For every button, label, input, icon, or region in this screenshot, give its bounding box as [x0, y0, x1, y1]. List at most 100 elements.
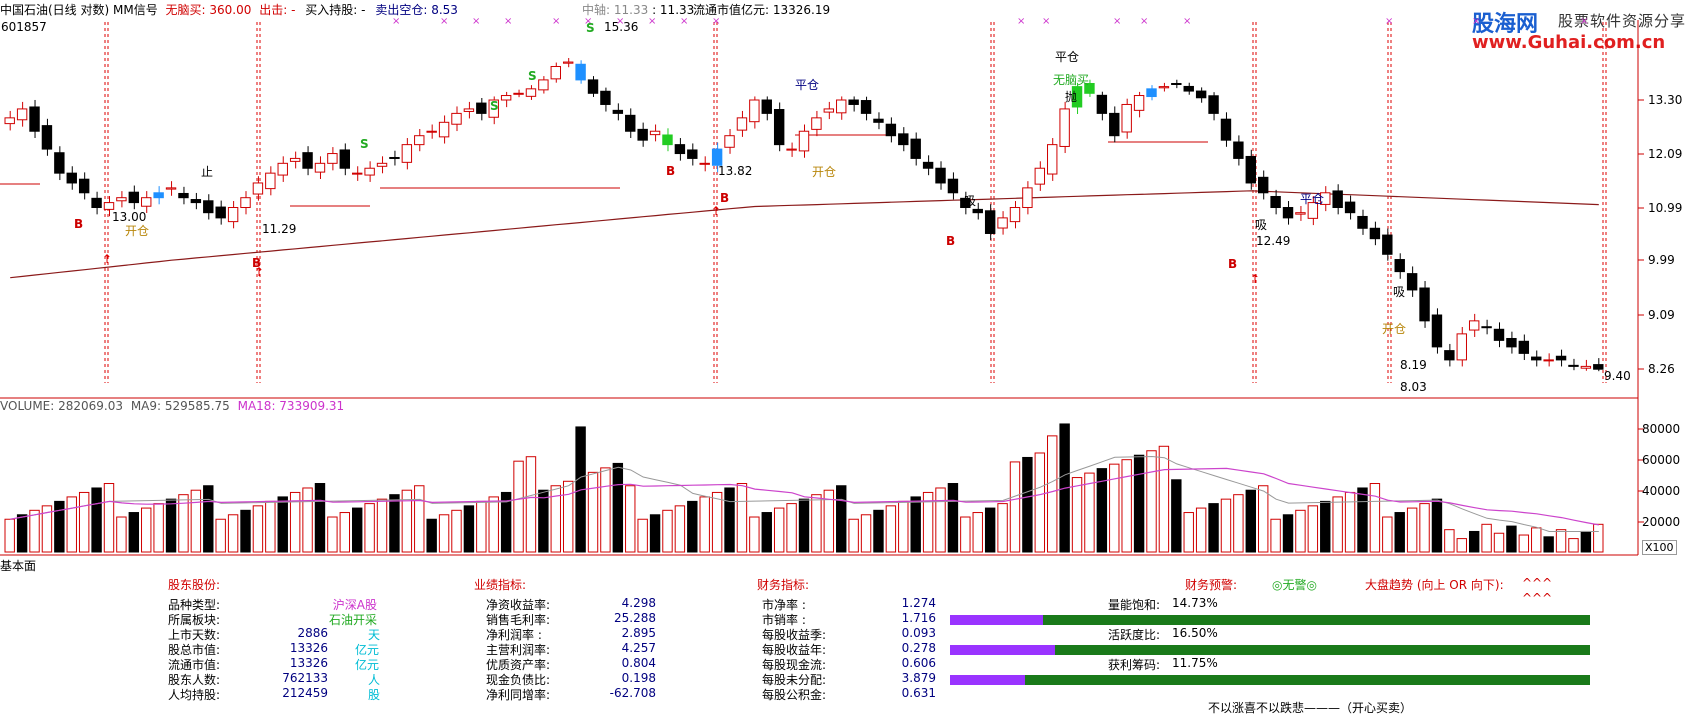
volume-bar	[190, 489, 202, 553]
chart-header: 中国石油(日线 对数) MM信号 无脑买: 360.00 出击: - 买入持股:…	[0, 1, 458, 18]
top-x-marker: ×	[1042, 16, 1050, 27]
candle-body	[1543, 359, 1554, 362]
volume-tick-3: 20000	[1642, 515, 1681, 529]
volume-bar	[1468, 530, 1480, 553]
volume-bar	[1369, 483, 1381, 553]
volume-bar	[749, 516, 760, 553]
candle-body	[240, 197, 251, 209]
volume-bar	[1233, 494, 1244, 553]
candle-body	[1059, 108, 1070, 147]
annotation-high: 15.36	[604, 20, 639, 34]
volume-bar	[1531, 527, 1542, 553]
volume-bar	[1580, 530, 1592, 553]
performance-value: 25.288	[614, 611, 656, 625]
warning-label: 财务预警:	[1185, 578, 1238, 592]
volume-bar	[78, 491, 90, 553]
performance-value: 4.257	[621, 641, 656, 655]
annotation-pingcang-1: 平仓	[795, 78, 820, 92]
market-cap-readout: 流通市值亿元: 13326.19	[693, 1, 830, 18]
candle-body	[1307, 202, 1319, 219]
performance-title: 业绩指标:	[474, 578, 527, 592]
candle-body	[600, 90, 611, 105]
candle-body	[873, 118, 884, 123]
candle-body	[1146, 88, 1157, 98]
chart-title: 中国石油(日线 对数) MM信号	[0, 3, 158, 17]
volume-bar	[550, 485, 561, 553]
volume-bar	[339, 512, 351, 553]
candle-body	[749, 99, 760, 123]
kline-chart[interactable]: × × × × × × × × × × × × × × × × × × B B B B B B S S S S ↑ ↑ ↑ ↑	[0, 0, 1690, 560]
volume-bar	[153, 503, 164, 553]
shareholder-unit: 天	[368, 628, 381, 642]
signal-value-2: -	[361, 3, 366, 17]
volume-bar	[265, 500, 276, 553]
candle-body	[587, 79, 599, 94]
volume-bar	[364, 503, 375, 553]
candle-body	[401, 144, 413, 163]
volume-bar	[1456, 538, 1467, 553]
shareholder-value: 沪深A股	[332, 598, 377, 612]
candle-body	[910, 138, 921, 159]
center-label: 中轴:	[582, 3, 611, 17]
meter-value: 16.50%	[1172, 626, 1218, 640]
candle-body	[1295, 212, 1306, 215]
site-logo[interactable]: 股海网 股票软件资源分享 www.Guhai.com.cn	[1470, 2, 1688, 54]
candle-body	[1531, 356, 1542, 361]
meter-label: 获利筹码:	[1108, 658, 1161, 672]
volume-bar	[1245, 489, 1256, 553]
candle-body	[165, 187, 177, 190]
volume-bar	[786, 503, 797, 553]
candle-body	[289, 157, 301, 162]
volume-bar	[389, 494, 400, 553]
volume-bar	[984, 507, 996, 553]
volume-tick-1: 60000	[1642, 453, 1681, 467]
candle-body	[711, 148, 723, 166]
volume-bar	[1543, 536, 1554, 553]
meter-bar	[950, 615, 1590, 625]
candle-body	[1555, 355, 1567, 361]
up-arrow-marker: ↑	[254, 265, 264, 279]
shareholder-unit: 亿元	[355, 658, 380, 672]
meter-label: 活跃度比:	[1108, 628, 1161, 642]
candle-body	[352, 172, 363, 175]
candle-body	[562, 61, 574, 64]
performance-value: 2.895	[621, 626, 656, 640]
volume-bar	[1481, 523, 1492, 553]
candle-body	[1047, 144, 1058, 175]
volume-bar	[29, 509, 40, 553]
volume-bar	[414, 485, 425, 553]
candle-body	[438, 121, 450, 138]
performance-label: 净资收益率:	[486, 598, 551, 612]
candle-body	[984, 210, 996, 234]
volume-bar	[1332, 496, 1343, 553]
financial-label: 市销率 :	[762, 613, 806, 627]
volume-header: VOLUME: 282069.03 MA9: 529585.75 MA18: 7…	[0, 399, 344, 413]
volume-bar	[600, 467, 611, 553]
trend-value-1: ^^^	[1522, 576, 1553, 590]
volume-bar	[451, 509, 462, 553]
candle-body	[1022, 187, 1033, 209]
candle-body	[550, 66, 561, 80]
candle-body	[500, 95, 512, 101]
volume-tick-0: 80000	[1642, 422, 1681, 436]
volume-bar	[798, 498, 810, 553]
candle-body	[1419, 287, 1430, 322]
volume-bar	[1568, 538, 1579, 553]
performance-label: 现金负债比:	[486, 673, 551, 687]
signal-label-3: 卖出空仓:	[375, 3, 428, 17]
top-x-marker: ×	[584, 16, 592, 27]
candle-body	[1270, 195, 1281, 209]
volume-bar	[41, 505, 53, 553]
volume-bar	[1444, 529, 1455, 553]
annotation-last: 9.40	[1604, 369, 1631, 383]
performance-label: 优质资产率:	[486, 658, 551, 672]
meter-bar-fill	[950, 645, 1055, 655]
meter-value: 14.73%	[1172, 596, 1218, 610]
volume-bar	[1307, 505, 1319, 553]
candle-body	[327, 153, 338, 164]
candle-body	[203, 200, 214, 214]
candle-body	[947, 178, 959, 194]
candle-body	[1481, 326, 1492, 329]
volume-bar	[637, 518, 648, 553]
performance-label: 净利润率 :	[486, 628, 542, 642]
